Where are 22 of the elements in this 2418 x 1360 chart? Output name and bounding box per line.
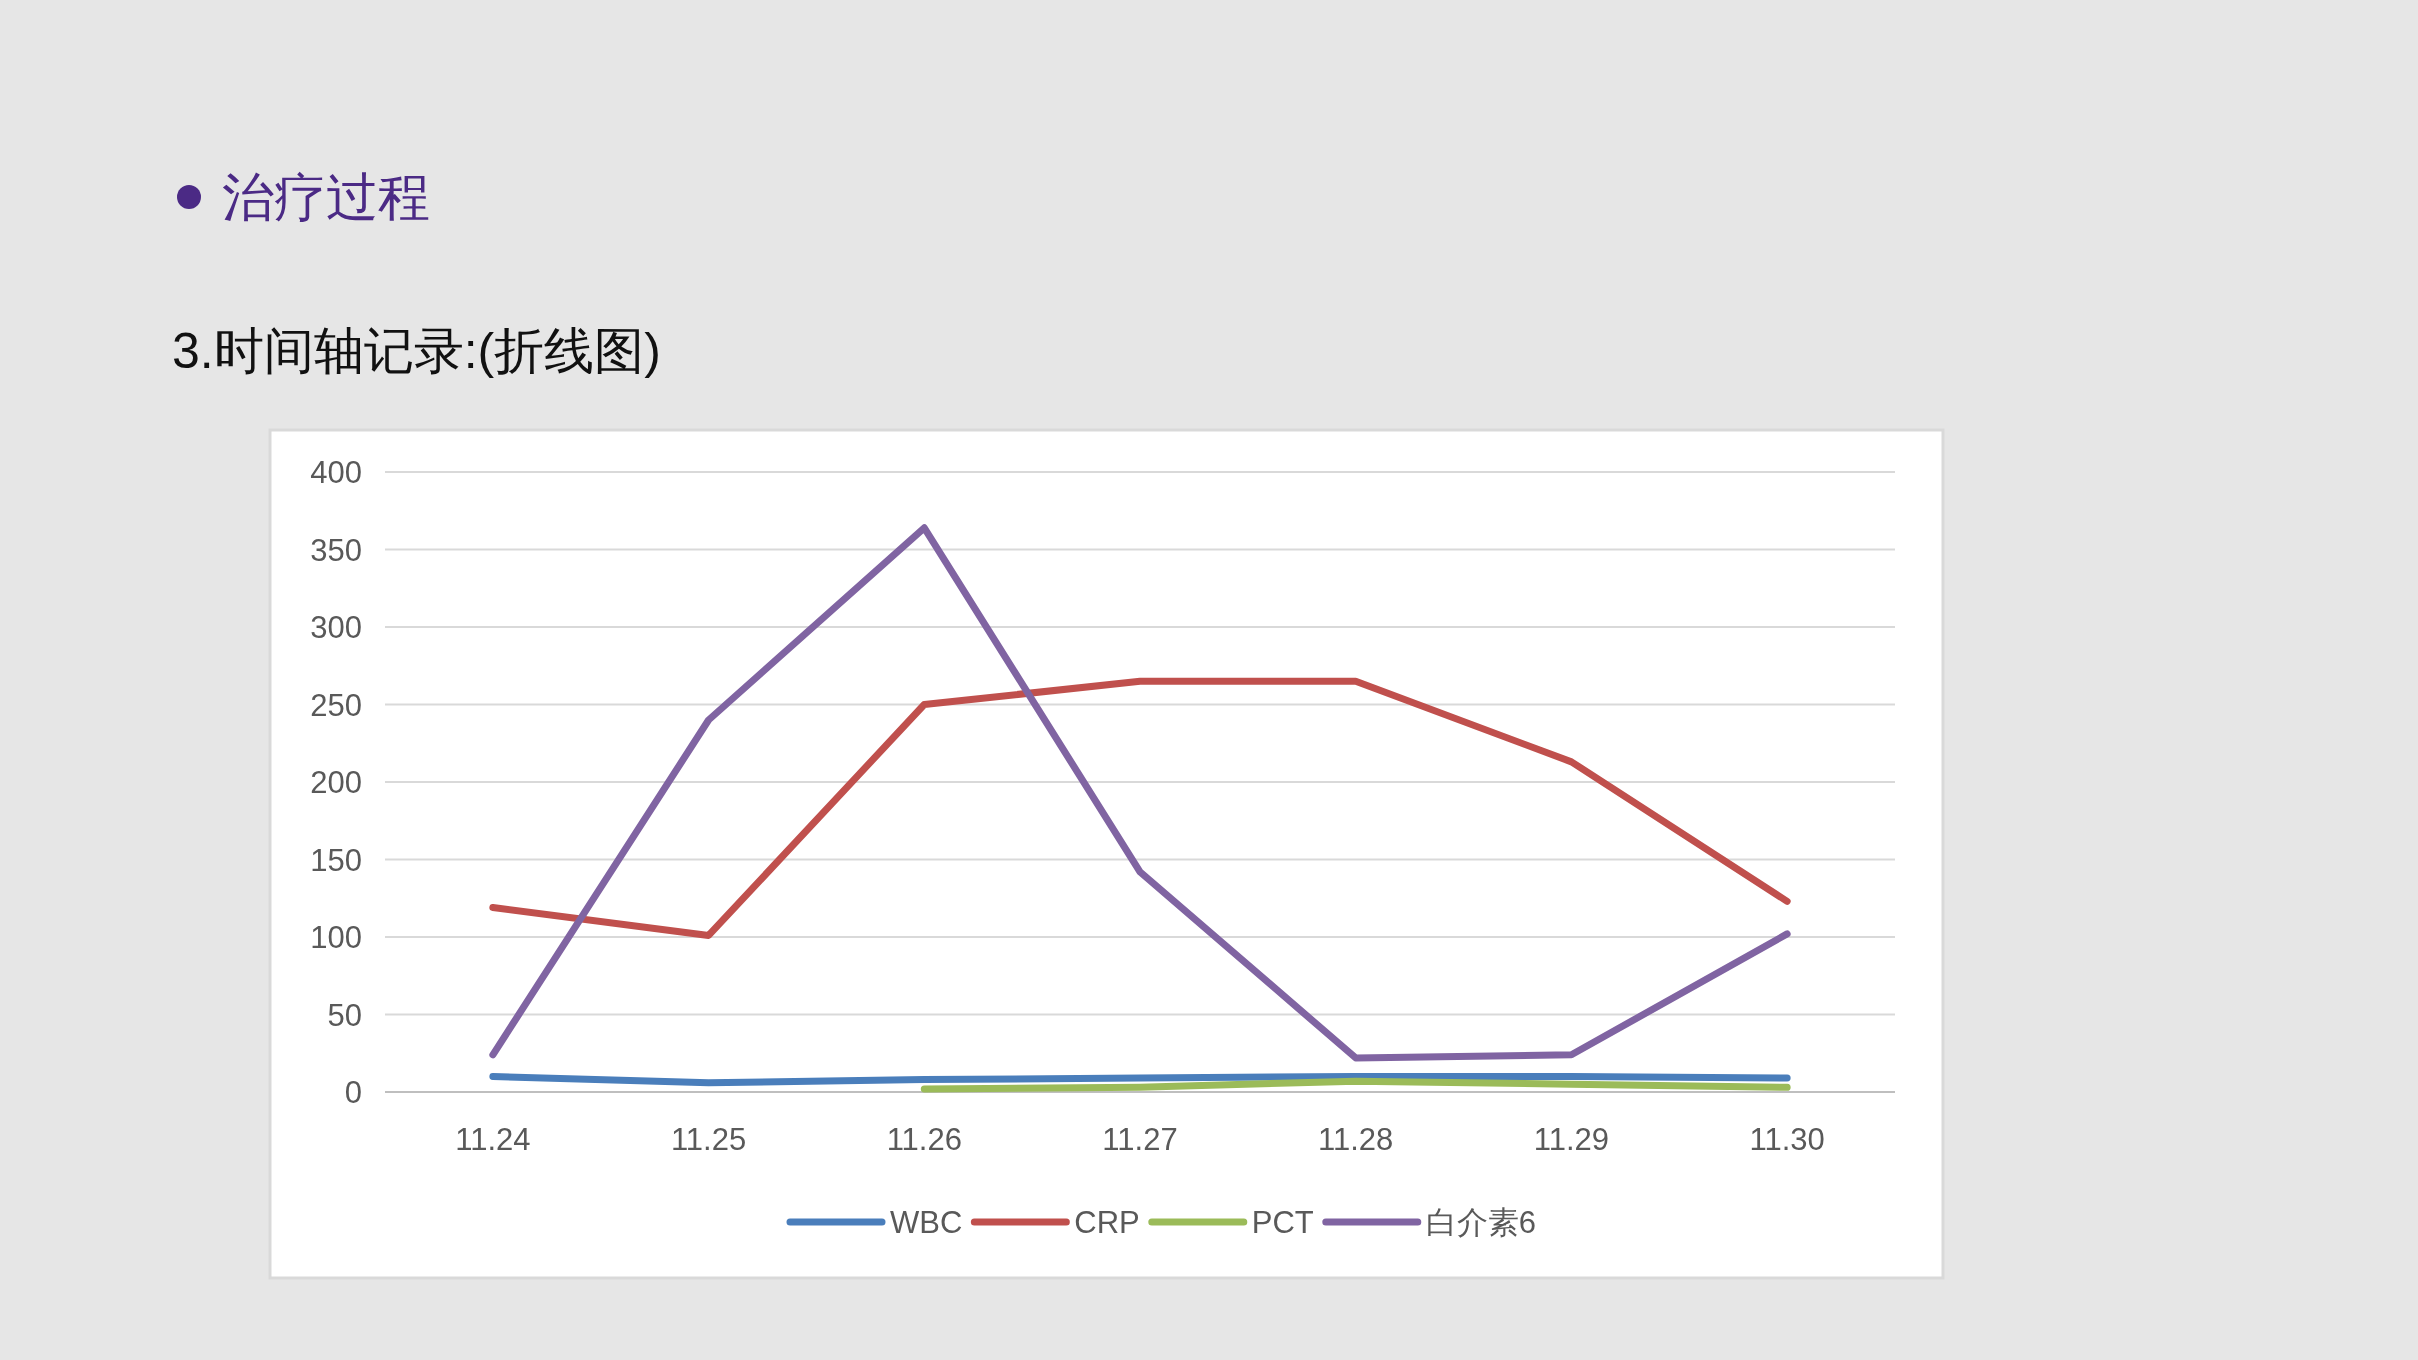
x-tick-label: 11.26 bbox=[886, 1122, 962, 1157]
chart-title: 治疗过程 bbox=[222, 168, 430, 226]
y-tick-label: 50 bbox=[327, 997, 362, 1033]
y-tick-label: 300 bbox=[310, 610, 362, 645]
y-tick-label: 100 bbox=[310, 920, 362, 955]
legend-label: 白介素6 bbox=[1425, 1205, 1537, 1240]
y-tick-label: 200 bbox=[310, 765, 362, 800]
x-tick-label: 11.24 bbox=[455, 1122, 531, 1157]
x-tick-label: 11.25 bbox=[670, 1122, 747, 1157]
y-tick-label: 400 bbox=[310, 455, 362, 490]
x-tick-label: 11.28 bbox=[1318, 1122, 1394, 1157]
y-tick-label: 350 bbox=[310, 532, 362, 568]
legend-label: CRP bbox=[1074, 1205, 1140, 1240]
legend-label: PCT bbox=[1251, 1205, 1314, 1240]
x-tick-label: 11.30 bbox=[1749, 1122, 1825, 1157]
chart-subtitle: 3.时间轴记录:(折线图) bbox=[172, 323, 661, 379]
x-tick-label: 11.27 bbox=[1102, 1122, 1178, 1157]
y-tick-label: 250 bbox=[310, 687, 362, 723]
y-tick-label: 150 bbox=[310, 842, 362, 878]
x-tick-label: 11.29 bbox=[1533, 1122, 1610, 1157]
legend-label: WBC bbox=[890, 1205, 963, 1240]
y-tick-label: 0 bbox=[344, 1075, 362, 1110]
